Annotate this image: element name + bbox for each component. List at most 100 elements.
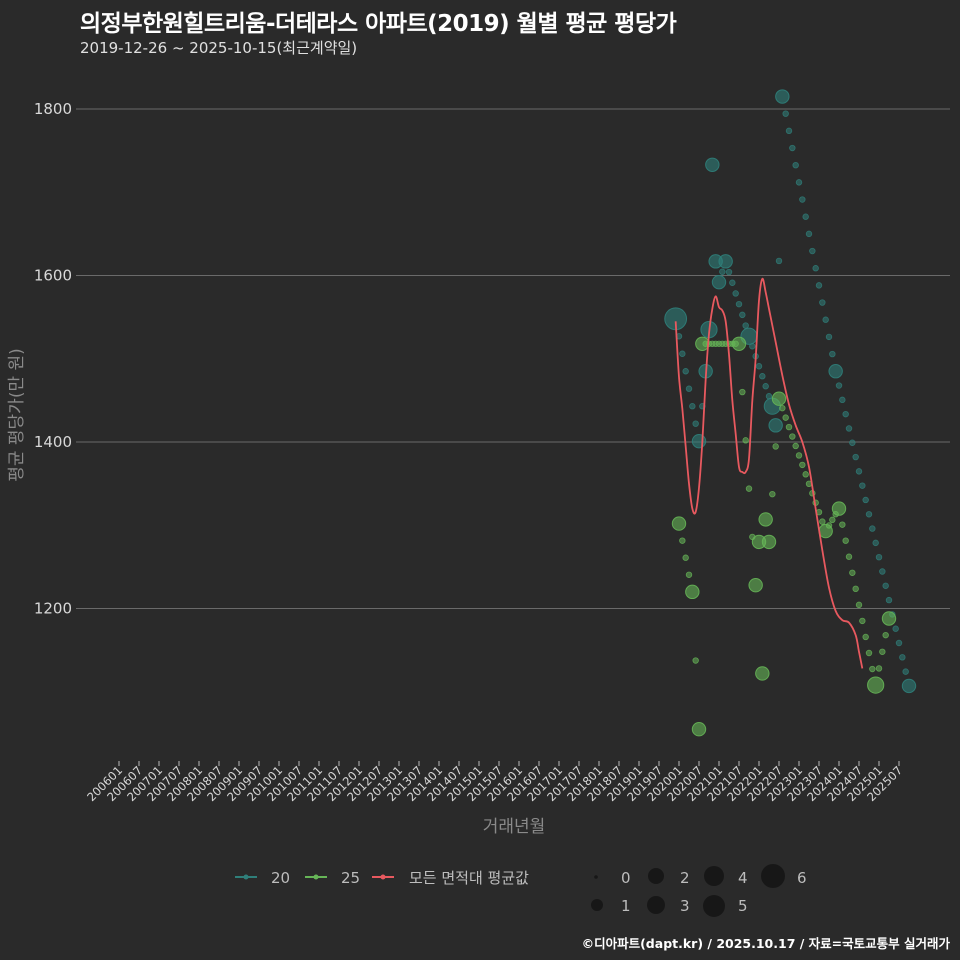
interp-point (795, 179, 803, 186)
interp-point (799, 196, 806, 203)
size-legend-dot (704, 866, 724, 886)
data-point (691, 722, 707, 737)
data-point (768, 418, 783, 433)
average-line (674, 277, 864, 669)
data-point (818, 523, 833, 539)
size-legend-label: 1 (621, 897, 631, 915)
size-legend-dot (591, 899, 603, 911)
interp-point (692, 657, 699, 664)
interp-point (732, 290, 739, 297)
chart-title: 의정부한원힐트리움-더테라스 아파트(2019) 월별 평균 평당가 (80, 11, 677, 37)
interp-point (875, 665, 883, 672)
interp-point (842, 410, 849, 418)
interp-point (792, 161, 799, 169)
size-legend-dot (703, 895, 725, 917)
interp-point (739, 388, 746, 396)
series-20 (664, 89, 917, 694)
interp-point (865, 511, 873, 518)
legend-label: 25 (341, 869, 360, 887)
series-25 (671, 336, 897, 737)
interp-point (879, 648, 886, 655)
data-point (901, 678, 917, 694)
interp-point (852, 453, 859, 461)
interp-point (775, 257, 783, 265)
interp-point (862, 496, 869, 504)
interp-point (845, 425, 853, 432)
data-point (755, 666, 770, 681)
legend-label: 20 (271, 869, 290, 887)
size-legend-label: 5 (738, 897, 748, 915)
data-point (705, 157, 720, 172)
y-tick-label: 1200 (34, 600, 72, 618)
interp-point (772, 443, 779, 450)
interp-point (892, 625, 899, 632)
x-axis-label: 거래년월 (483, 817, 546, 837)
interp-point (725, 268, 733, 276)
y-tick-label: 1600 (34, 267, 72, 285)
size-legend-dot (648, 868, 664, 884)
interp-point (849, 569, 856, 576)
interp-point (862, 633, 869, 641)
size-legend-label: 2 (680, 869, 690, 887)
legend-item-0: 20 (235, 869, 290, 887)
interp-point (842, 537, 849, 544)
interp-point (692, 420, 699, 427)
interp-point (852, 585, 859, 593)
data-point (718, 254, 733, 269)
interp-point (865, 649, 873, 657)
interp-point (789, 144, 796, 152)
interp-point (885, 596, 893, 604)
y-axis-label: 평균 평당가(만 원) (7, 348, 27, 482)
interp-point (779, 404, 786, 412)
interp-point (679, 537, 686, 544)
interp-point (875, 553, 883, 561)
interp-point (742, 322, 749, 329)
data-point (771, 391, 787, 406)
interp-point (869, 525, 876, 532)
interp-point (735, 300, 743, 308)
interp-point (755, 363, 763, 370)
interp-point (899, 654, 906, 661)
data-point (685, 584, 700, 600)
interp-point (849, 439, 856, 446)
interp-point (719, 268, 726, 275)
interp-point (792, 442, 799, 450)
legend-item-2: 모든 면적대 평균값 (372, 869, 529, 887)
data-point (758, 512, 773, 527)
interp-point (855, 601, 863, 609)
interp-point (685, 571, 693, 578)
interp-point (729, 279, 736, 286)
interp-point (682, 554, 689, 561)
interp-point (882, 582, 889, 589)
data-point (881, 611, 897, 626)
interp-point (882, 631, 889, 639)
interp-point (895, 639, 903, 647)
interp-point (685, 385, 693, 392)
data-point (671, 516, 687, 531)
data-point (775, 89, 790, 104)
size-legend-label: 0 (621, 869, 631, 887)
legend-item-1: 25 (305, 869, 360, 887)
interp-point (789, 433, 796, 440)
interp-point (859, 482, 866, 489)
data-point (761, 534, 777, 550)
interp-point (819, 518, 826, 525)
data-point (748, 577, 763, 593)
chart-subtitle: 2019-12-26 ~ 2025-10-15(최근계약일) (80, 39, 358, 57)
interp-point (802, 213, 809, 220)
interp-point (805, 230, 813, 238)
interp-point (819, 299, 826, 306)
data-point (691, 433, 707, 449)
interp-point (872, 539, 879, 547)
size-legend-label: 3 (680, 897, 690, 915)
interp-point (742, 437, 749, 444)
footer-credit: ©디아파트(dapt.kr) / 2025.10.17 / 자료=국토교통부 실… (581, 936, 950, 951)
legend-label: 모든 면적대 평균값 (409, 869, 529, 887)
size-legend-label: 6 (797, 869, 807, 887)
interp-point (785, 127, 793, 135)
data-point (711, 274, 727, 290)
interp-point (809, 247, 816, 255)
interp-point (859, 617, 866, 625)
size-legend-dot (647, 896, 665, 914)
